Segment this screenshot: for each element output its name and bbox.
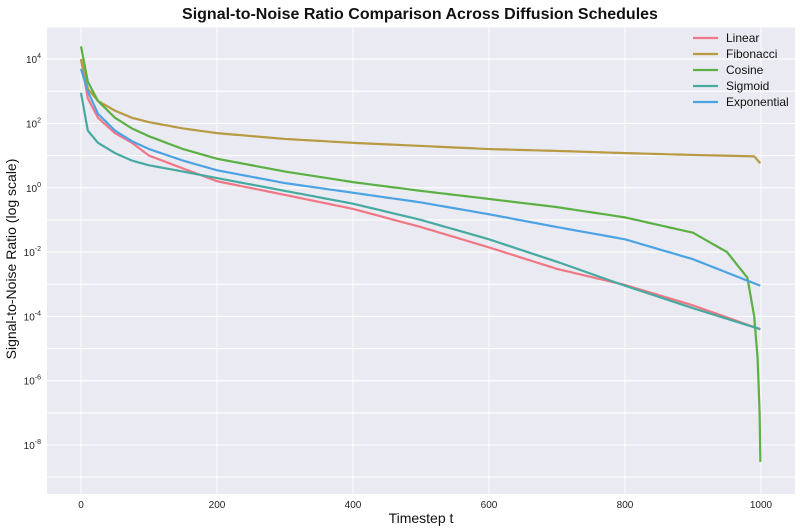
y-tick-label: 10-6 — [24, 375, 41, 388]
series-line-cosine — [79, 46, 762, 462]
y-tick-label: 10-8 — [24, 439, 41, 452]
y-axis-label: Signal-to-Noise Ratio (log scale) — [3, 159, 19, 360]
series-line-sigmoid — [79, 92, 761, 331]
x-tick-label: 200 — [209, 500, 226, 511]
series-line-fibonacci — [79, 58, 762, 164]
tick-labels: 0 200 400 600 800 1000 10-8 10-6 10-4 10-2 100 102 1… — [24, 53, 773, 511]
chart-title: Signal-to-Noise Ratio Comparison Across … — [182, 6, 658, 23]
legend-label: Linear — [726, 31, 759, 45]
y-tick-label: 102 — [26, 117, 41, 130]
plot-area — [47, 27, 795, 494]
legend-label: Cosine — [726, 63, 764, 77]
x-axis-label: Timestep t — [389, 510, 454, 526]
y-tick-label: 10-2 — [24, 246, 41, 259]
x-tick-label: 600 — [481, 500, 498, 511]
x-tick-label: 1000 — [750, 500, 773, 511]
series-line-exponential — [79, 68, 761, 287]
series-lines — [79, 46, 762, 462]
y-tick-label: 100 — [26, 182, 41, 195]
x-tick-label: 0 — [78, 500, 84, 511]
y-tick-label: 10-4 — [24, 310, 41, 323]
legend-label: Fibonacci — [726, 47, 777, 61]
x-tick-label: 800 — [617, 500, 634, 511]
legend: Linear Fibonacci Cosine Sigmoid Exponential — [693, 31, 789, 109]
legend-label: Exponential — [726, 95, 789, 109]
legend-label: Sigmoid — [726, 79, 769, 93]
y-tick-label: 104 — [26, 53, 41, 66]
series-line-linear — [79, 58, 761, 331]
x-tick-label: 400 — [345, 500, 362, 511]
